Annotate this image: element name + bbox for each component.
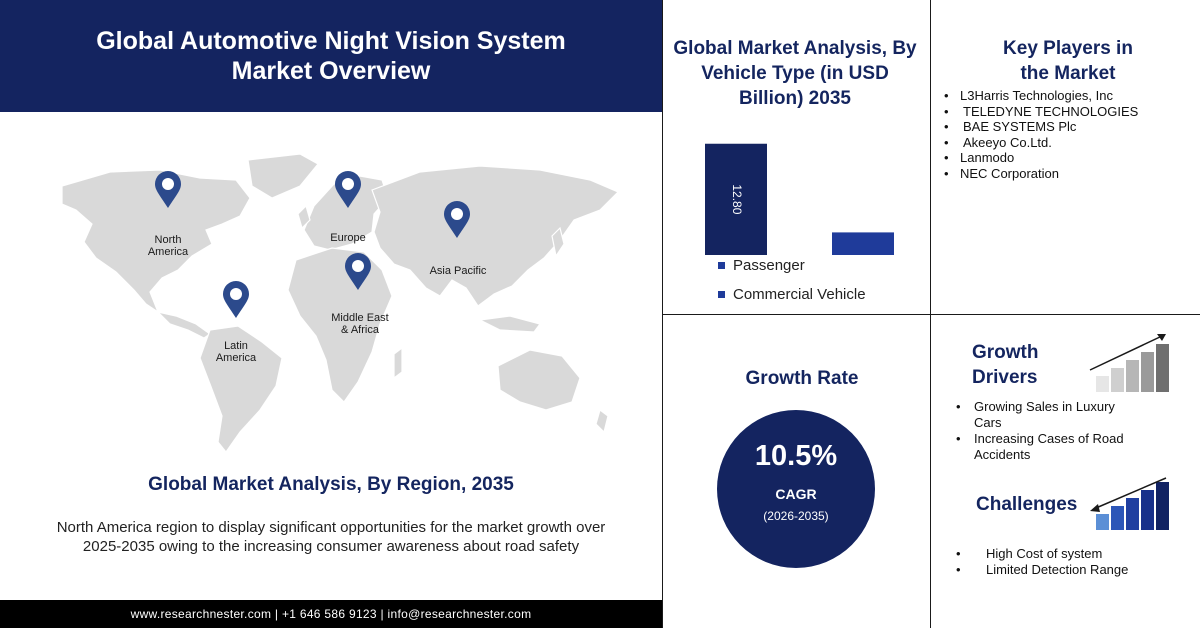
report-title-line1: Global Automotive Night Vision System (96, 27, 566, 55)
chart-title: Global Market Analysis, By Vehicle Type … (672, 36, 918, 111)
indonesia-shape (477, 315, 542, 333)
cagr-period: (2026-2035) (763, 509, 829, 523)
report-header: Global Automotive Night Vision System Ma… (0, 0, 662, 112)
list-item: • Growing Sales in Luxury Cars (956, 399, 1115, 430)
japan-shape (551, 226, 565, 258)
map-label-mea-2: & Africa (341, 324, 380, 336)
map-label-latin-america-1: Latin (224, 340, 248, 352)
legend-label-commercial-vehicle: Commercial Vehicle (733, 286, 866, 303)
map-label-mea-1: Middle East (331, 312, 388, 324)
map-label-north-america-1: North (155, 234, 182, 246)
cagr-value: 10.5% (754, 440, 838, 472)
map-label-latin-america-2: America (216, 352, 257, 364)
legend-item-passenger: Passenger (718, 257, 805, 274)
world-map-graphic: North America Europe Asia Pacific Middle… (61, 153, 620, 454)
list-item: • NEC Corporation (944, 165, 1059, 181)
map-pin-latin-america (223, 281, 249, 318)
key-players-list: • L3Harris Technologies, Inc • TELEDYNE TE… (944, 88, 1138, 182)
report-title-line2: Market Overview (231, 57, 431, 85)
list-item: • Akeeyo Co.Ltd. (944, 134, 1052, 150)
new-zealand-shape (595, 408, 609, 434)
key-players-title-line1: Key Players in (1003, 38, 1133, 59)
central-america-shape (156, 310, 212, 339)
list-item: • BAE SYSTEMS Plc (944, 119, 1077, 135)
region-analysis-title: Global Market Analysis, By Region, 2035 (148, 474, 514, 495)
cagr-label: CAGR (775, 486, 817, 502)
cagr-circle: 10.5% CAGR (2026-2035) (717, 410, 875, 568)
challenges-list: • High Cost of system • Limited Detection … (956, 546, 1128, 578)
north-america-shape (61, 169, 251, 314)
map-pin-north-america (155, 171, 181, 208)
key-players-title: Key Players in the Market (938, 36, 1198, 86)
map-pin-asia-pacific (444, 201, 470, 238)
challenges-chart-icon (1090, 477, 1169, 530)
legend-swatch-commercial-vehicle (718, 291, 725, 298)
uk-shape (297, 204, 311, 230)
australia-shape (497, 349, 581, 411)
list-item: • Limited Detection Range (956, 562, 1129, 577)
legend-label-passenger: Passenger (733, 257, 805, 274)
map-pin-middle-east-africa (345, 253, 371, 290)
list-item: • High Cost of system (956, 546, 1103, 561)
south-america-shape (199, 325, 283, 454)
legend-item-commercial-vehicle: Commercial Vehicle (718, 286, 866, 303)
greenland-shape (247, 153, 319, 199)
world-map: North America Europe Asia Pacific Middle… (0, 120, 662, 460)
growth-rate-title: Growth Rate (745, 368, 859, 389)
region-analysis-description: North America region to display signific… (56, 519, 606, 555)
asia-shape (371, 165, 620, 307)
bar-data-label: 12.80 (730, 184, 744, 214)
chart-title-text: Global Market Analysis, By Vehicle Type … (673, 38, 917, 109)
growth-chart-icon (1089, 334, 1169, 392)
list-item: • Increasing Cases of Road Accidents (956, 431, 1124, 462)
bar-commercial-vehicle (832, 232, 894, 255)
contact-footer: www.researchnester.com | +1 646 586 9123… (0, 600, 662, 628)
key-players-title-line2: the Market (1020, 63, 1116, 84)
list-item: • Lanmodo (944, 150, 1015, 166)
map-pin-europe (335, 171, 361, 208)
growth-drivers-title-line1: Growth (972, 342, 1039, 363)
growth-drivers-list: • Growing Sales in Luxury Cars • Increasin… (956, 399, 1144, 463)
vehicle-type-bar-chart: 12.80 (705, 143, 894, 255)
africa-shape (287, 247, 393, 403)
challenges-title: Challenges (976, 494, 1078, 515)
map-label-north-america-2: America (148, 246, 189, 258)
growth-drivers-title: Growth Drivers (972, 340, 1039, 390)
legend-swatch-passenger (718, 262, 725, 269)
growth-drivers-title-line2: Drivers (972, 367, 1038, 388)
divider-horizontal (662, 314, 1200, 315)
list-item: • TELEDYNE TECHNOLOGIES (944, 103, 1139, 119)
map-label-europe: Europe (330, 232, 365, 244)
madagascar-shape (393, 346, 403, 380)
map-label-asia-pacific: Asia Pacific (430, 265, 487, 277)
bar-passenger (705, 143, 767, 255)
list-item: • L3Harris Technologies, Inc (944, 88, 1113, 103)
